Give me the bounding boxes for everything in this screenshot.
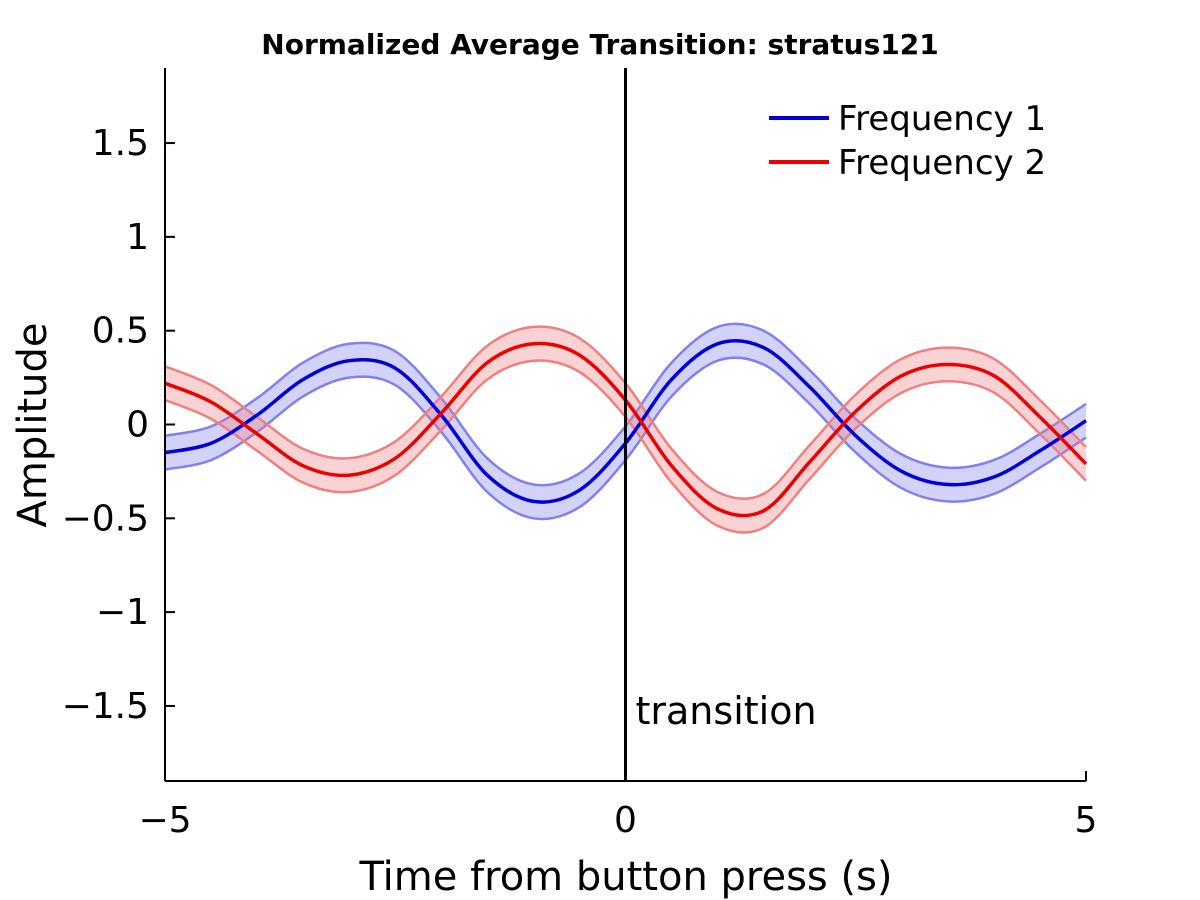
y-tick-label: −0.5 xyxy=(62,498,149,539)
transition-label: transition xyxy=(636,689,817,733)
y-tick-label: 1 xyxy=(126,217,149,258)
y-tick-label: −1 xyxy=(96,592,149,633)
frequency-1-band xyxy=(165,323,1086,520)
x-ticks: −5 0 5 xyxy=(138,771,1097,841)
legend-label-frequency-1: Frequency 1 xyxy=(838,99,1046,139)
y-tick-label: 1.5 xyxy=(92,123,149,164)
annotation-layer: transition xyxy=(624,68,817,781)
x-tick-label: 5 xyxy=(1075,800,1098,841)
chart-title: Normalized Average Transition: stratus12… xyxy=(261,28,938,61)
y-tick-label: 0 xyxy=(126,405,149,446)
y-ticks: −1.5 −1 −0.5 0 0.5 1 1.5 xyxy=(62,123,175,727)
x-axis-label: Time from button press (s) xyxy=(358,854,892,900)
y-tick-label: −1.5 xyxy=(62,686,149,727)
y-axis-label: Amplitude xyxy=(10,323,56,528)
y-tick-label: 0.5 xyxy=(92,311,149,352)
x-tick-label: 0 xyxy=(614,800,637,841)
x-tick-label: −5 xyxy=(138,800,191,841)
legend-label-frequency-2: Frequency 2 xyxy=(838,143,1046,183)
